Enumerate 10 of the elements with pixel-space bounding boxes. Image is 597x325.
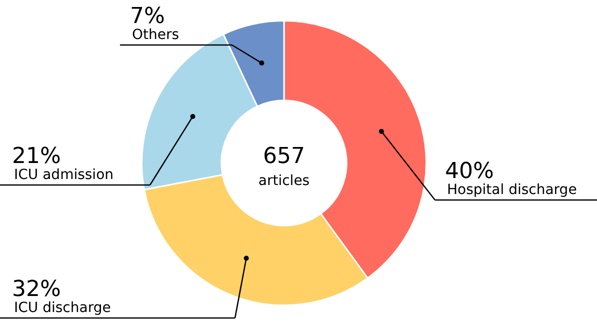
data-label: 7%	[130, 4, 165, 29]
data-label: 40%	[445, 159, 494, 184]
slice-label: Hospital discharge	[447, 182, 577, 198]
text: articles	[258, 173, 310, 189]
slice-label: ICU discharge	[14, 300, 111, 316]
data-label: 32%	[12, 277, 61, 302]
text: 657	[263, 144, 305, 169]
slice-label: ICU admission	[14, 167, 114, 183]
data-label: 21%	[12, 144, 61, 169]
slice-label: Others	[132, 27, 180, 43]
